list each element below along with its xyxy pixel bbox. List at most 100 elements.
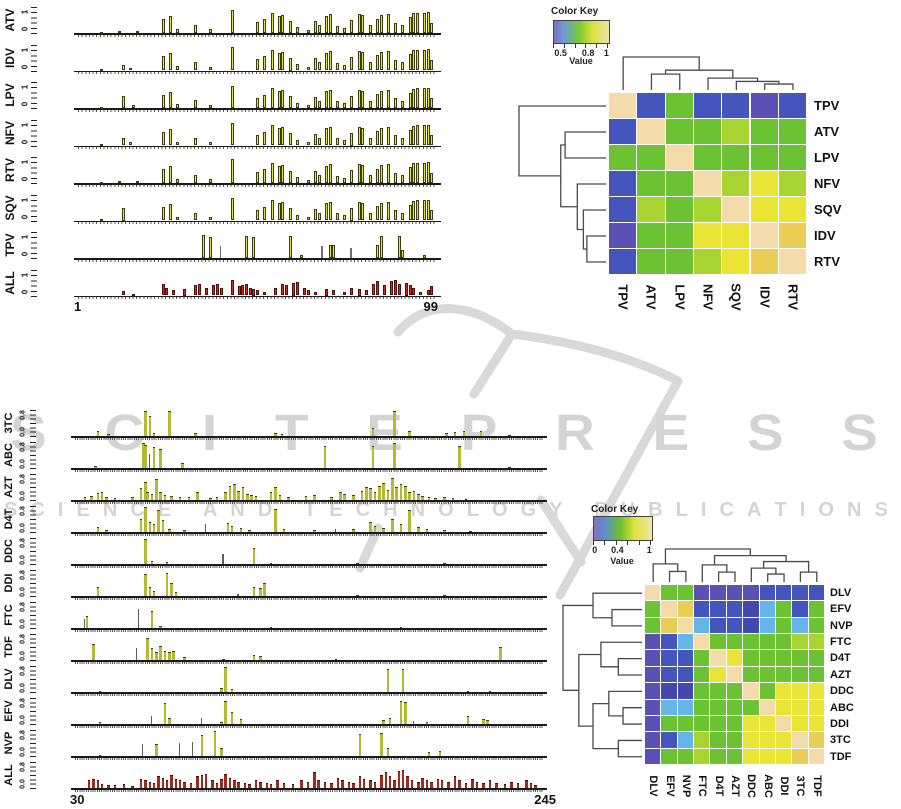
- bar: [241, 285, 245, 296]
- bar: [306, 179, 310, 183]
- bar: [281, 90, 285, 108]
- bar: [306, 67, 310, 71]
- bar: [415, 88, 419, 108]
- bar: [183, 530, 186, 532]
- bar: [176, 216, 180, 221]
- bar: [406, 776, 409, 788]
- y-axis-ticks: [30, 410, 36, 437]
- x-axis-line: [74, 70, 441, 73]
- x-axis-line: [71, 660, 547, 662]
- bar: [161, 777, 165, 788]
- bar: [194, 62, 198, 71]
- y-tick-label: 0: [20, 139, 30, 144]
- bar: [314, 208, 318, 221]
- bar: [230, 47, 234, 71]
- bar: [306, 105, 310, 108]
- bar: [274, 508, 277, 532]
- bar: [165, 287, 169, 296]
- bar: [386, 668, 390, 692]
- bar: [146, 637, 149, 660]
- heatmap-cell: [710, 683, 726, 699]
- bar: [178, 497, 182, 500]
- bar: [430, 210, 434, 221]
- bar: [375, 130, 379, 146]
- heatmap-cell: [645, 634, 661, 650]
- watermark-letter: G: [520, 499, 537, 521]
- heatmap-cell: [775, 683, 792, 699]
- bar: [295, 64, 299, 71]
- y-tick-label: 1: [20, 197, 30, 202]
- bar: [144, 780, 147, 788]
- bar: [256, 58, 259, 71]
- bar: [358, 776, 362, 788]
- panel-label: DDC: [3, 539, 15, 563]
- bar: [252, 548, 256, 564]
- x-axis-line: [71, 468, 547, 470]
- bar: [423, 125, 427, 146]
- x-axis-line: [71, 724, 547, 726]
- bar: [443, 563, 446, 565]
- bar: [278, 494, 282, 500]
- heatmap-cell: [661, 634, 677, 650]
- heatmap-cell: [775, 585, 792, 601]
- bar: [121, 96, 125, 108]
- bar: [152, 524, 156, 532]
- heatmap-cell: [637, 145, 665, 170]
- bar: [274, 287, 278, 296]
- x-axis-line: [71, 756, 547, 758]
- bar: [280, 434, 284, 436]
- bar: [328, 51, 332, 71]
- bar: [300, 780, 303, 788]
- bar: [447, 781, 450, 788]
- x-axis-min-label: 30: [70, 792, 85, 807]
- heatmap-cell: [645, 732, 661, 748]
- bar: [426, 162, 430, 183]
- bar: [204, 773, 208, 788]
- bar: [288, 20, 292, 33]
- x-axis-max-label: 245: [534, 792, 556, 807]
- bar: [394, 172, 398, 183]
- x-axis-ticks: [75, 565, 543, 568]
- bar: [330, 496, 333, 500]
- watermark-letter: N: [230, 499, 245, 521]
- color-key-value-label: Value: [610, 556, 634, 566]
- heatmap-row-label: FTC: [830, 636, 852, 649]
- y-tick-label: 0.8: [19, 634, 27, 644]
- bar: [288, 96, 292, 108]
- x-axis-line: [74, 108, 441, 110]
- bar: [181, 462, 184, 468]
- bar: [161, 520, 165, 532]
- heatmap-col-label: DLV: [647, 775, 660, 797]
- bar: [368, 25, 372, 33]
- heatmap-cell: [693, 119, 722, 144]
- bar: [379, 127, 383, 146]
- bar: [168, 529, 171, 532]
- bar: [277, 203, 281, 221]
- heatmap-cell: [759, 732, 775, 748]
- heatmap-cell: [637, 119, 665, 144]
- y-axis-ticks: [30, 602, 36, 629]
- y-tick-label: 0.0: [19, 491, 27, 501]
- bar: [412, 13, 416, 33]
- heatmap-row-label: DDI: [830, 717, 849, 730]
- bar: [222, 658, 225, 660]
- bar: [503, 784, 507, 788]
- bar: [281, 14, 285, 33]
- bar: [96, 492, 100, 500]
- bar: [335, 138, 339, 146]
- heatmap-cell: [693, 145, 722, 170]
- y-tick-label: 0.8: [19, 570, 27, 580]
- bar: [427, 752, 431, 756]
- bar: [510, 781, 513, 788]
- bar: [194, 285, 198, 296]
- bar: [425, 721, 429, 724]
- bar: [263, 583, 266, 596]
- heatmap-col-label: NVP: [679, 774, 692, 798]
- heatmap-cell: [792, 601, 808, 617]
- y-tick-label: 1: [20, 47, 30, 52]
- y-axis-ticks: [30, 698, 36, 725]
- bar: [194, 137, 198, 146]
- bar: [135, 648, 137, 660]
- heatmap-cell: [693, 223, 722, 248]
- bar: [144, 539, 147, 564]
